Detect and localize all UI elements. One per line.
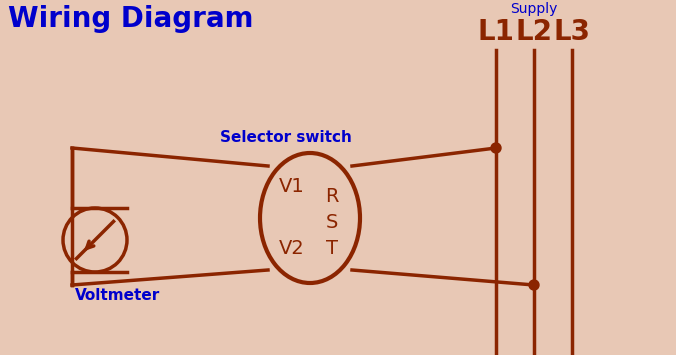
Text: Wiring Diagram: Wiring Diagram xyxy=(8,5,254,33)
Circle shape xyxy=(491,143,501,153)
Text: V1: V1 xyxy=(279,176,305,196)
Text: L1: L1 xyxy=(477,18,514,46)
Text: L2: L2 xyxy=(516,18,552,46)
Text: Supply: Supply xyxy=(510,2,558,16)
Text: S: S xyxy=(326,213,338,233)
Text: R: R xyxy=(325,186,339,206)
Text: V2: V2 xyxy=(279,239,305,257)
Circle shape xyxy=(529,280,539,290)
Text: Voltmeter: Voltmeter xyxy=(75,288,160,303)
Text: T: T xyxy=(326,239,338,257)
Text: L3: L3 xyxy=(554,18,591,46)
Text: Selector switch: Selector switch xyxy=(220,130,352,145)
